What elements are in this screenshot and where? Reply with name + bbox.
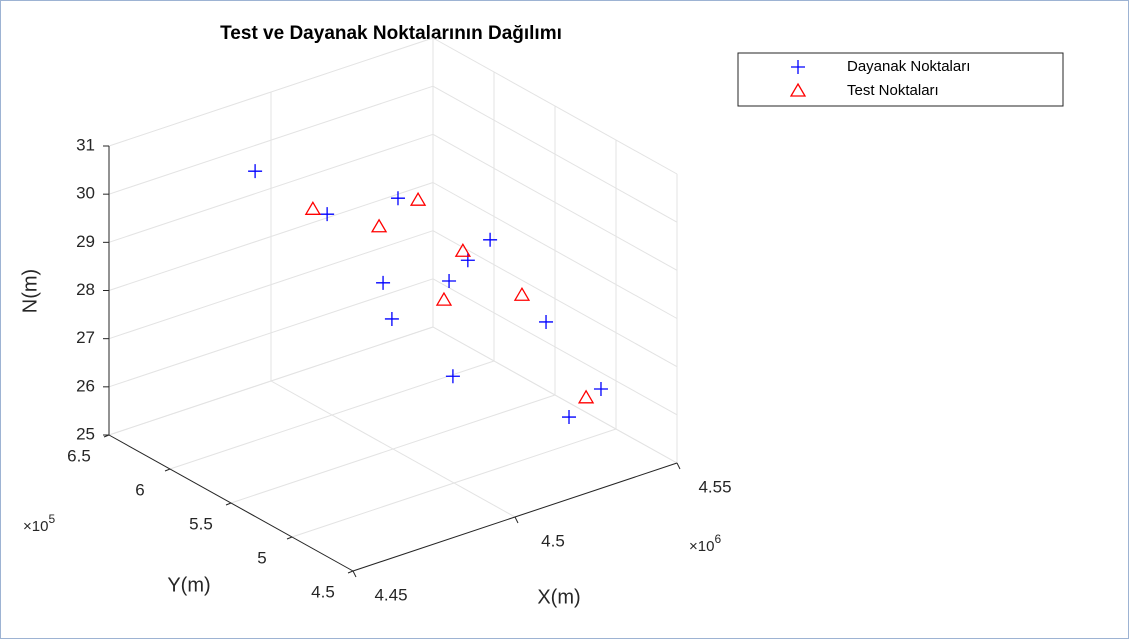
grid-line — [432, 85, 678, 223]
legend-label: Test Noktaları — [847, 82, 939, 99]
data-point — [513, 286, 531, 301]
x-tick-label: 4.45 — [374, 585, 407, 604]
x-multiplier: ×106 — [689, 532, 721, 555]
z-tick-label: 28 — [76, 280, 95, 299]
z-axis-label: N(m) — [19, 269, 41, 313]
y-tick-label: 4.5 — [311, 582, 335, 601]
data-point — [593, 381, 608, 396]
data-point — [248, 164, 263, 179]
y-tick-label: 6.5 — [67, 446, 91, 465]
z-tick-label: 25 — [76, 424, 95, 443]
y-tick — [164, 468, 171, 472]
grid-line — [432, 278, 678, 416]
data-point — [409, 191, 427, 206]
x-tick — [676, 462, 681, 470]
x-multiplier-base: ×10 — [689, 538, 714, 555]
y-tick-label: 6 — [135, 480, 144, 499]
data-point — [304, 200, 322, 215]
grid-line — [432, 230, 678, 368]
x-tick — [514, 516, 519, 524]
data-point — [320, 207, 335, 222]
legend-box — [737, 52, 1064, 107]
data-point — [442, 273, 457, 288]
y-tick — [286, 536, 293, 540]
grid-line — [230, 394, 556, 504]
grid-line — [432, 37, 678, 175]
grid-line — [432, 133, 678, 271]
y-multiplier-exponent: 5 — [48, 512, 55, 526]
grid-line — [432, 182, 678, 319]
data-point — [370, 218, 388, 233]
y-tick-label: 5 — [257, 548, 266, 567]
data-point — [539, 314, 554, 329]
data-point — [562, 410, 577, 425]
y-axis-label: Y(m) — [167, 574, 210, 596]
legend-label: Dayanak Noktaları — [847, 58, 970, 75]
z-tick-label: 31 — [76, 135, 95, 154]
chart-title: Test ve Dayanak Noktalarının Dağılımı — [220, 23, 562, 44]
y-multiplier-base: ×10 — [23, 518, 48, 535]
x-tick — [352, 570, 357, 578]
grid-line — [108, 37, 434, 147]
data-point — [454, 242, 472, 257]
data-point — [445, 369, 460, 384]
z-tick-label: 30 — [76, 184, 95, 203]
y-multiplier: ×105 — [23, 512, 55, 535]
data-point — [390, 191, 405, 206]
data-point — [577, 389, 595, 404]
grid-line — [108, 85, 434, 195]
grid-line — [108, 133, 434, 243]
grid-line — [108, 230, 434, 340]
legend-marker — [791, 60, 805, 74]
data-point — [435, 291, 453, 306]
grid-line — [432, 326, 678, 464]
z-tick-label: 29 — [76, 232, 95, 251]
x-axis-label: X(m) — [537, 586, 580, 608]
x-multiplier-exponent: 6 — [714, 532, 721, 546]
grid-line — [108, 182, 434, 291]
data-point — [483, 232, 498, 247]
grid-line — [291, 428, 617, 538]
y-tick — [347, 570, 354, 574]
data-point — [384, 311, 399, 326]
y-tick — [225, 502, 232, 506]
z-tick-label: 27 — [76, 328, 95, 347]
x-tick-label: 4.5 — [541, 531, 565, 550]
grid-line — [169, 360, 495, 470]
grid-line — [108, 278, 434, 388]
data-point — [376, 275, 391, 290]
z-tick-label: 26 — [76, 376, 95, 395]
grid-line — [108, 326, 434, 436]
x-tick-label: 4.55 — [698, 477, 731, 496]
y-tick-label: 5.5 — [189, 514, 213, 533]
legend-marker — [789, 82, 807, 97]
data-point — [460, 253, 475, 268]
